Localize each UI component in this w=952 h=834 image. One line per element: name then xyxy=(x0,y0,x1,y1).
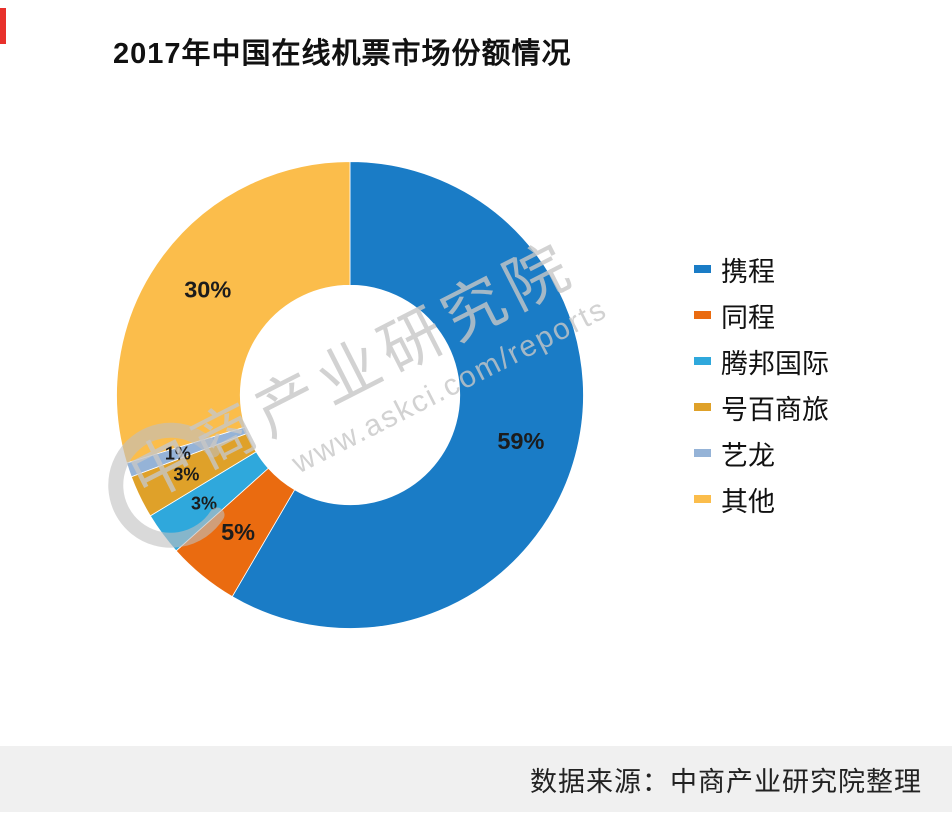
legend-label: 同程 xyxy=(721,302,775,333)
source-bar: 数据来源：中商产业研究院整理 xyxy=(0,746,952,812)
legend-marker-icon xyxy=(694,449,711,457)
slice-label-号百商旅: 3% xyxy=(173,464,199,484)
legend-marker-icon xyxy=(694,357,711,365)
slice-label-艺龙: 1% xyxy=(165,444,191,464)
legend-marker-icon xyxy=(694,311,711,319)
donut-chart: 59%5%3%3%1%30% xyxy=(116,161,584,629)
legend-item-同程: 同程 xyxy=(694,298,829,333)
legend-label: 其他 xyxy=(721,486,775,517)
chart-legend: 携程同程腾邦国际号百商旅艺龙其他 xyxy=(694,252,829,528)
slice-label-腾邦国际: 3% xyxy=(191,493,217,513)
legend-label: 号百商旅 xyxy=(721,394,829,425)
legend-marker-icon xyxy=(694,495,711,503)
slice-label-其他: 30% xyxy=(184,276,231,302)
slice-label-同程: 5% xyxy=(221,519,255,545)
chart-title: 2017年中国在线机票市场份额情况 xyxy=(113,38,572,70)
legend-label: 艺龙 xyxy=(721,440,775,471)
red-accent-mark xyxy=(0,8,6,44)
legend-item-腾邦国际: 腾邦国际 xyxy=(694,344,829,379)
legend-label: 携程 xyxy=(721,256,775,287)
legend-marker-icon xyxy=(694,403,711,411)
legend-item-其他: 其他 xyxy=(694,482,829,517)
legend-marker-icon xyxy=(694,265,711,273)
pie-slice-携程 xyxy=(231,161,584,629)
slice-label-携程: 59% xyxy=(497,428,544,454)
pie-slice-其他 xyxy=(116,161,351,464)
legend-item-号百商旅: 号百商旅 xyxy=(694,390,829,425)
legend-item-艺龙: 艺龙 xyxy=(694,436,829,471)
legend-label: 腾邦国际 xyxy=(721,348,829,379)
source-text: 数据来源：中商产业研究院整理 xyxy=(530,766,922,797)
legend-item-携程: 携程 xyxy=(694,252,829,287)
